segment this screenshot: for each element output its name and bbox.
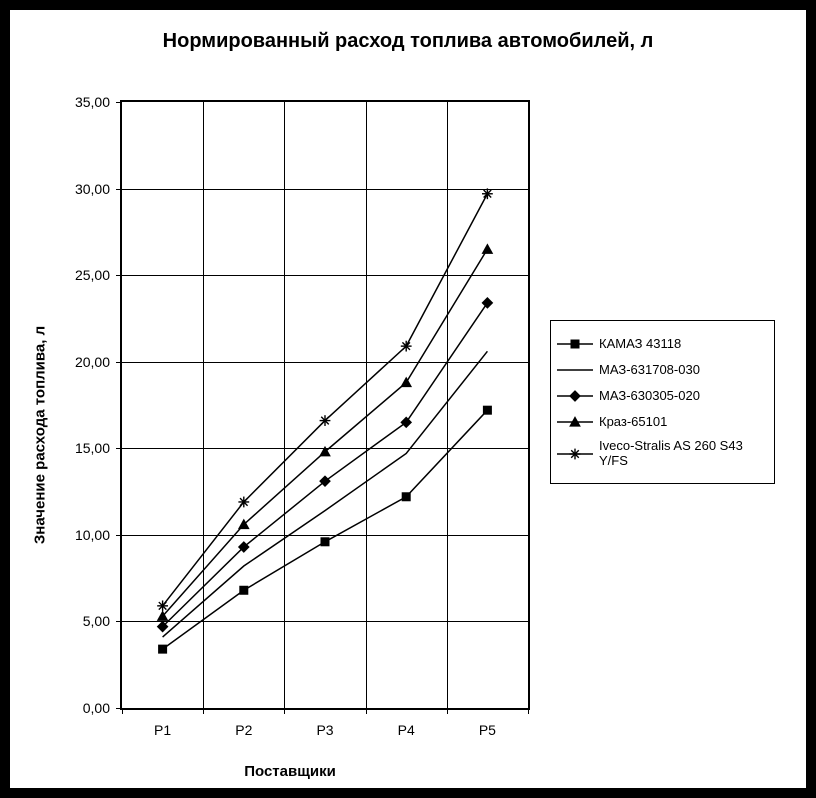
- series-marker: [482, 188, 493, 199]
- series-marker: [158, 645, 167, 654]
- x-tick-mark: [203, 708, 204, 714]
- legend-swatch: [557, 413, 593, 431]
- y-tick-mark: [116, 448, 122, 449]
- x-tick-label: Р3: [316, 722, 333, 738]
- y-tick-label: 10,00: [75, 527, 110, 543]
- series-line: [163, 351, 488, 637]
- grid-line-v: [203, 102, 204, 708]
- x-tick-label: Р1: [154, 722, 171, 738]
- series-marker: [400, 416, 412, 428]
- x-axis-label: Поставщики: [244, 763, 336, 780]
- x-tick-label: Р4: [398, 722, 415, 738]
- legend-swatch: [557, 387, 593, 405]
- y-tick-label: 25,00: [75, 267, 110, 283]
- grid-line-v: [284, 102, 285, 708]
- legend-swatch: [557, 445, 593, 463]
- y-tick-mark: [116, 102, 122, 103]
- series-marker: [482, 297, 494, 309]
- series-marker: [402, 492, 411, 501]
- legend-label: МАЗ-630305-020: [599, 389, 700, 404]
- y-tick-mark: [116, 275, 122, 276]
- y-tick-mark: [116, 189, 122, 190]
- plot-area: 0,005,0010,0015,0020,0025,0030,0035,00Р1…: [120, 100, 530, 710]
- grid-line-h: [122, 362, 528, 363]
- y-tick-label: 20,00: [75, 354, 110, 370]
- series-line: [163, 303, 488, 627]
- plot-wrap: Значение расхода топлива, л Поставщики 0…: [50, 90, 790, 780]
- y-tick-label: 5,00: [83, 613, 110, 629]
- y-axis-label: Значение расхода топлива, л: [32, 326, 49, 544]
- grid-line-v: [366, 102, 367, 708]
- series-marker: [321, 537, 330, 546]
- y-tick-mark: [116, 535, 122, 536]
- legend: КАМАЗ 43118 МАЗ-631708-030 МАЗ-630305-020 К…: [550, 320, 775, 484]
- x-tick-mark: [528, 708, 529, 714]
- series-line: [163, 249, 488, 616]
- legend-item: Краз-65101: [557, 413, 768, 431]
- y-tick-label: 30,00: [75, 181, 110, 197]
- grid-line-v: [447, 102, 448, 708]
- legend-label: МАЗ-631708-030: [599, 363, 700, 378]
- grid-line-h: [122, 535, 528, 536]
- chart-title: Нормированный расход топлива автомобилей…: [10, 30, 806, 53]
- x-tick-mark: [284, 708, 285, 714]
- y-tick-label: 35,00: [75, 94, 110, 110]
- y-tick-label: 15,00: [75, 440, 110, 456]
- y-tick-mark: [116, 362, 122, 363]
- series-marker: [239, 586, 248, 595]
- series-marker: [320, 415, 331, 426]
- legend-swatch: [557, 361, 593, 379]
- legend-swatch: [557, 335, 593, 353]
- y-tick-mark: [116, 621, 122, 622]
- x-tick-label: Р2: [235, 722, 252, 738]
- legend-item: Iveco-Stralis AS 260 S43 Y/FS: [557, 439, 768, 469]
- x-tick-mark: [366, 708, 367, 714]
- x-tick-mark: [122, 708, 123, 714]
- series-marker: [400, 377, 412, 388]
- legend-label: Краз-65101: [599, 415, 667, 430]
- series-marker: [482, 243, 494, 254]
- legend-item: МАЗ-631708-030: [557, 361, 768, 379]
- y-tick-label: 0,00: [83, 700, 110, 716]
- series-marker: [483, 406, 492, 415]
- legend-item: КАМАЗ 43118: [557, 335, 768, 353]
- legend-label: Iveco-Stralis AS 260 S43 Y/FS: [599, 439, 768, 469]
- x-tick-mark: [447, 708, 448, 714]
- grid-line-h: [122, 448, 528, 449]
- grid-line-h: [122, 621, 528, 622]
- grid-line-h: [122, 275, 528, 276]
- grid-line-h: [122, 189, 528, 190]
- legend-label: КАМАЗ 43118: [599, 337, 681, 352]
- chart-frame: Нормированный расход топлива автомобилей…: [0, 0, 816, 798]
- x-tick-label: Р5: [479, 722, 496, 738]
- lines-layer: [122, 102, 528, 708]
- legend-item: МАЗ-630305-020: [557, 387, 768, 405]
